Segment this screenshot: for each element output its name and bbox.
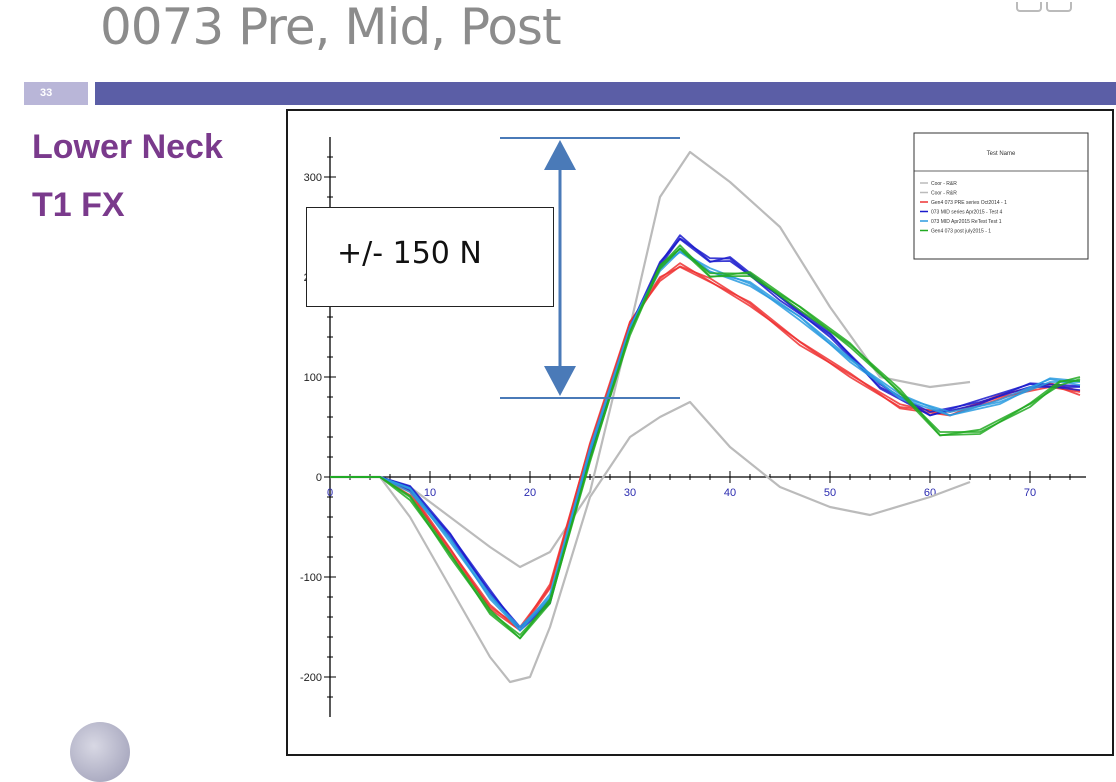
legend-entry: 073 MID Apr2015 ReTest Test 1 [931, 219, 1002, 225]
arrow-up-icon [544, 140, 576, 170]
company-logo-icon [70, 722, 130, 782]
legend-entry: 073 MID series Apr2015 - Test 4 [931, 210, 1003, 216]
x-tick-label: 70 [1024, 487, 1036, 499]
legend-title: Test Name [987, 151, 1016, 157]
side-title-line1: Lower Neck [32, 128, 223, 166]
x-tick-label: 20 [524, 487, 536, 499]
annotation-box: +/- 150 N [306, 207, 554, 307]
legend-box [913, 132, 1089, 260]
series-line [330, 237, 1081, 632]
arrow-down-icon [544, 366, 576, 396]
chart-legend: Test Name Coor - R&R Coor - R&R Gen4 073 PR… [913, 132, 1089, 260]
annotation-text: +/- 150 N [337, 236, 482, 271]
series-line [330, 250, 1081, 632]
series-layer [330, 150, 1081, 684]
title-accent-bar [95, 82, 1116, 105]
y-tick-label: -200 [300, 672, 322, 684]
y-tick-label: -100 [300, 572, 322, 584]
legend-entry: Gen4 073 post july2015 - 1 [931, 229, 991, 235]
annotation-arrow-layer [500, 137, 680, 399]
side-title-line2: T1 FX [32, 186, 125, 224]
series-line [330, 247, 1080, 640]
slide-title: 0073 Pre, Mid, Post [100, 0, 562, 56]
legend-entry: Gen4 073 PRE series Oct2014 - 1 [931, 200, 1007, 206]
chart-svg: -200-1000100200300010203040506070 Test N… [300, 132, 1089, 717]
legend-entry: Coor - R&R [931, 191, 957, 197]
legend-entry: Coor - R&R [931, 181, 957, 187]
x-tick-label: 30 [624, 487, 636, 499]
corner-logo-icon [1010, 0, 1078, 14]
series-line [330, 238, 1080, 628]
y-tick-label: 300 [304, 172, 322, 184]
x-tick-label: 50 [824, 487, 836, 499]
x-tick-label: 40 [724, 487, 736, 499]
series-line [330, 251, 1080, 628]
x-tick-label: 10 [424, 487, 436, 499]
x-tick-label: 0 [327, 487, 333, 499]
series-line [330, 400, 971, 684]
y-tick-label: 0 [316, 472, 322, 484]
y-tick-label: 100 [304, 372, 322, 384]
slide-number: 33 [24, 82, 88, 105]
